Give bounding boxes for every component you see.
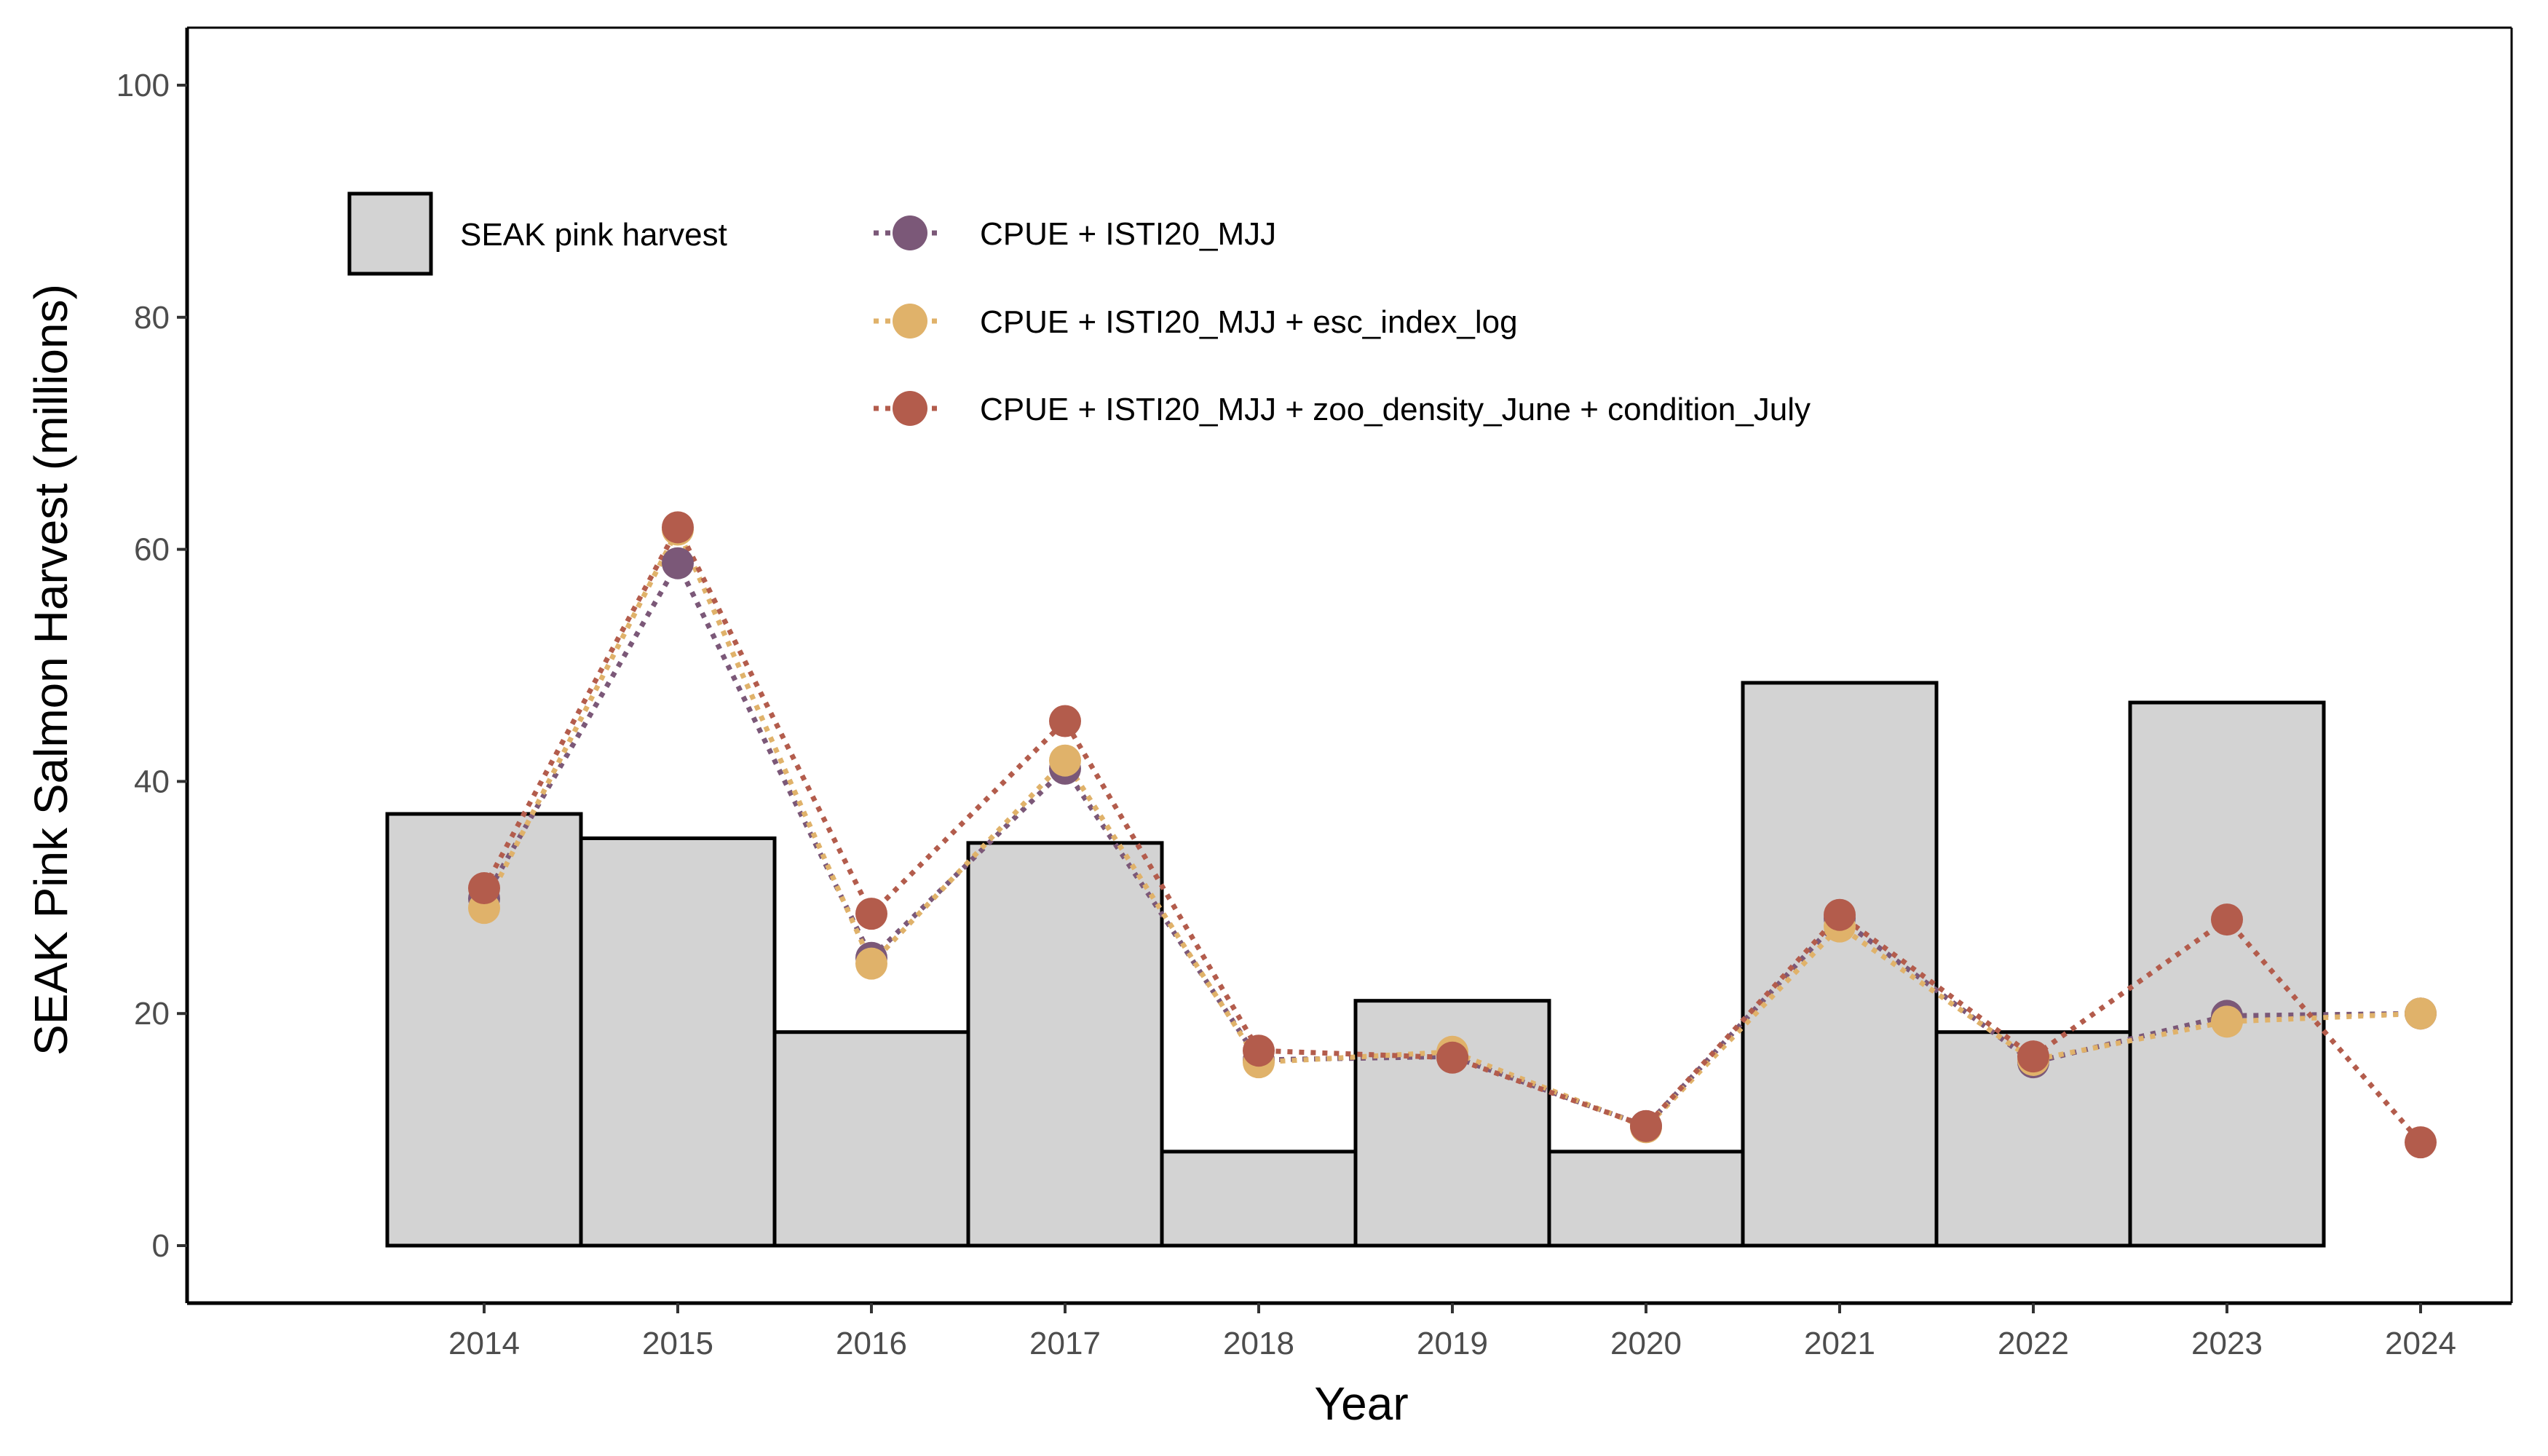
x-axis-title: Year: [1314, 1377, 1408, 1430]
point-series2-2024: [2405, 997, 2437, 1030]
x-tick-label-2017: 2017: [1029, 1326, 1101, 1361]
bars-layer: [385, 681, 2326, 1248]
x-tick-label-2018: 2018: [1223, 1326, 1294, 1361]
legend-key-point-1: [893, 215, 927, 250]
y-tick-label-100: 100: [116, 68, 170, 103]
legend-key-bars: [347, 191, 433, 276]
x-tick-label-2023: 2023: [2191, 1326, 2263, 1361]
series-line-2: [481, 523, 2421, 1131]
x-tick-label-2015: 2015: [642, 1326, 713, 1361]
x-tick-label-2021: 2021: [1804, 1326, 1875, 1361]
points-layer: [468, 511, 2437, 1159]
series-line-1: [481, 558, 2421, 1129]
legend: SEAK pink harvest CPUE + ISTI20_MJJ CPUE +…: [347, 191, 1811, 427]
point-series3-2022: [2017, 1040, 2049, 1073]
x-tick-label-2020: 2020: [1610, 1326, 1682, 1361]
bar-2023: [2128, 700, 2326, 1248]
legend-key-point-3: [893, 391, 927, 426]
point-series1-2015: [662, 547, 694, 579]
bar-2016: [772, 1030, 970, 1248]
axes-layer: 0 20 40 60 80 100 2014 2015 2016 2017 2018 2019 2020…: [116, 26, 2513, 1361]
point-series3-2023: [2211, 903, 2243, 936]
y-axis-title: SEAK Pink Salmon Harvest (millions): [25, 284, 77, 1056]
point-series2-2016: [855, 947, 887, 980]
point-series3-2017: [1049, 705, 1081, 737]
x-tick-label-2022: 2022: [1998, 1326, 2069, 1361]
x-tick-label-2019: 2019: [1417, 1326, 1488, 1361]
bar-2020: [1547, 1150, 1745, 1248]
point-series3-2024: [2405, 1126, 2437, 1159]
point-series3-2014: [468, 872, 500, 905]
bar-2017: [966, 841, 1164, 1248]
bar-2018: [1160, 1150, 1358, 1248]
legend-label-bars: SEAK pink harvest: [460, 217, 727, 253]
point-series3-2018: [1243, 1034, 1275, 1067]
bar-2015: [579, 836, 777, 1248]
legend-key-point-2: [893, 304, 927, 339]
point-series3-2021: [1824, 898, 1856, 931]
y-tick-label-60: 60: [134, 532, 170, 568]
point-series3-2019: [1436, 1041, 1468, 1074]
point-series3-2015: [662, 511, 694, 544]
y-tick-label-20: 20: [134, 996, 170, 1032]
y-tick-label-80: 80: [134, 300, 170, 336]
x-tick-label-2014: 2014: [448, 1326, 520, 1361]
point-series3-2016: [855, 898, 887, 930]
bar-2021: [1741, 681, 1939, 1248]
point-series2-2017: [1049, 744, 1081, 777]
x-tick-label-2016: 2016: [836, 1326, 907, 1361]
point-series3-2020: [1630, 1109, 1662, 1142]
legend-label-1: CPUE + ISTI20_MJJ: [980, 216, 1276, 252]
y-tick-label-0: 0: [152, 1228, 170, 1264]
point-series2-2023: [2211, 1005, 2243, 1038]
x-tick-label-2024: 2024: [2385, 1326, 2456, 1361]
y-tick-label-40: 40: [134, 764, 170, 799]
legend-label-3: CPUE + ISTI20_MJJ + zoo_density_June + c…: [980, 392, 1811, 427]
legend-label-2: CPUE + ISTI20_MJJ + esc_index_log: [980, 304, 1518, 340]
